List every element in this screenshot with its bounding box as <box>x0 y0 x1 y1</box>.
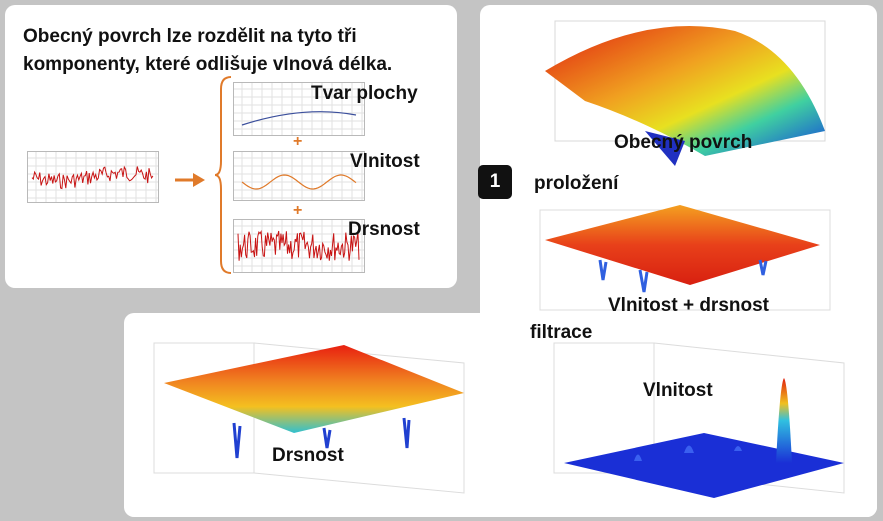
waviness-roughness-surface-graphic <box>539 205 831 311</box>
brace-icon <box>214 76 232 274</box>
form-curve-graphic <box>234 83 364 135</box>
general-surface-graphic <box>545 20 826 166</box>
waviness-label: Vlnitost <box>350 151 420 172</box>
decomposition-panel: Obecný povrch lze rozdělit na tyto tři k… <box>5 5 457 288</box>
waviness-surface-graphic <box>553 342 845 498</box>
original-profile-graphic <box>28 152 158 202</box>
plus-sign-2: + <box>293 202 303 219</box>
waviness-plot <box>233 151 365 201</box>
step-2-label: filtrace <box>530 322 593 343</box>
roughness-profile-graphic <box>234 220 364 272</box>
step-1-label: proložení <box>534 173 619 194</box>
general-surface-label: Obecný povrch <box>614 132 753 153</box>
roughness-surface-label: Drsnost <box>272 445 344 466</box>
roughness-label: Drsnost <box>348 219 420 240</box>
filtered-surfaces-panel: Drsnost Vlnitost <box>124 313 877 517</box>
intro-text: Obecný povrch lze rozdělit na tyto tři k… <box>23 26 393 75</box>
form-plot <box>233 82 365 136</box>
form-label: Tvar plochy <box>311 83 418 104</box>
roughness-plot <box>233 219 365 273</box>
waviness-surface-label: Vlnitost <box>643 380 713 401</box>
roughness-surface-graphic <box>153 342 465 494</box>
original-profile-plot <box>27 151 159 203</box>
waviness-curve-graphic <box>234 152 364 200</box>
plus-sign-1: + <box>293 133 303 150</box>
step-1-badge: 1 <box>478 165 512 199</box>
waviness-roughness-label: Vlnitost + drsnost <box>608 295 769 316</box>
arrow-right-icon <box>175 173 205 187</box>
